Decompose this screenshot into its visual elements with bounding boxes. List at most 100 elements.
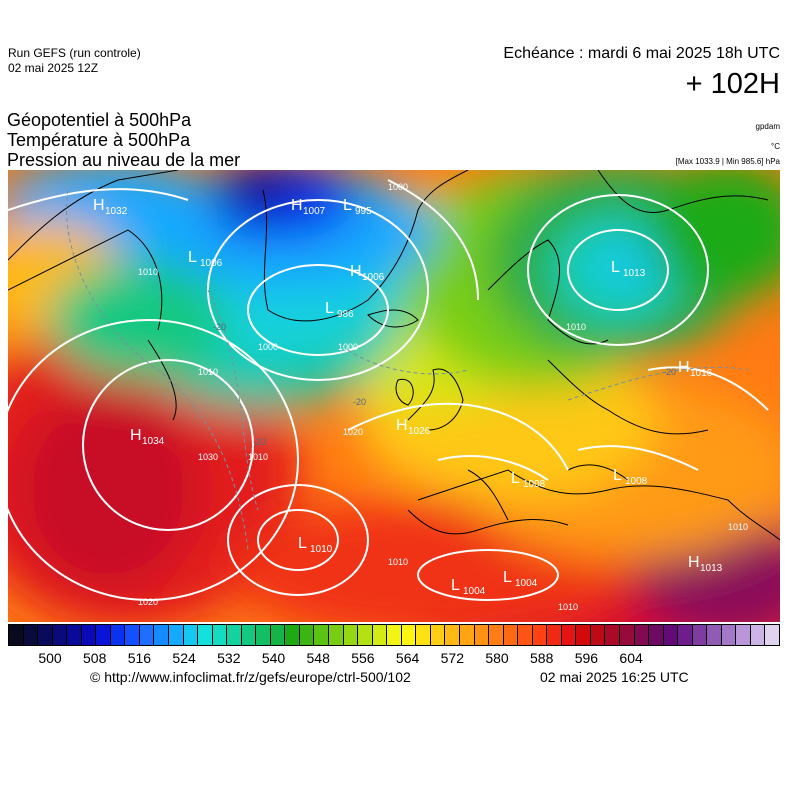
- svg-text:H: H: [130, 427, 142, 444]
- color-scale-tick-label: 596: [574, 650, 599, 666]
- color-scale-swatch: [619, 625, 635, 645]
- color-scale-swatch: [314, 625, 330, 645]
- isotherm-label: -20: [663, 367, 676, 377]
- pressure-center-low: L 995: [343, 197, 372, 217]
- svg-text:1006: 1006: [362, 272, 385, 283]
- color-scale-swatch: [663, 625, 679, 645]
- pressure-centers: H 1032 L 1006 H 1007 L 995 H 1006 L 986 L 1013 …: [93, 197, 723, 597]
- color-scale-swatch: [649, 625, 664, 645]
- svg-text:L: L: [188, 249, 197, 266]
- color-scale-swatch: [343, 625, 359, 645]
- color-scale-swatch: [125, 625, 140, 645]
- svg-text:H: H: [688, 554, 700, 571]
- isobar-label: 1020: [138, 597, 158, 607]
- color-scale-swatch: [518, 625, 533, 645]
- color-scale-swatch: [329, 625, 344, 645]
- svg-text:L: L: [343, 197, 352, 214]
- pressure-center-low: L 1013: [611, 259, 646, 279]
- isotherms: [66, 189, 749, 551]
- isobar-label: 1010: [198, 367, 218, 377]
- color-scale-tick-label: 516: [127, 650, 152, 666]
- lead-time: + 102H: [685, 68, 780, 100]
- color-scale-swatch: [110, 625, 126, 645]
- svg-text:1006: 1006: [200, 258, 223, 269]
- svg-text:1010: 1010: [310, 544, 333, 555]
- isobar-label: 1020: [343, 427, 363, 437]
- pressure-center-low: L 1006: [188, 249, 223, 269]
- color-scale-tick-label: 604: [619, 650, 643, 666]
- color-scale-swatch: [474, 625, 490, 645]
- svg-text:1013: 1013: [623, 268, 646, 279]
- color-scale-swatch: [678, 625, 693, 645]
- color-scale-swatch: [256, 625, 271, 645]
- svg-text:1026: 1026: [408, 426, 431, 437]
- color-scale-swatch: [183, 625, 199, 645]
- svg-text:1004: 1004: [463, 586, 486, 597]
- svg-text:1007: 1007: [303, 206, 326, 217]
- color-scale-tick-label: 508: [83, 650, 107, 666]
- color-scale-swatch: [401, 625, 417, 645]
- svg-text:L: L: [503, 569, 512, 586]
- color-scale-swatch: [692, 625, 708, 645]
- svg-text:1016: 1016: [690, 368, 713, 379]
- isobar-label: 1010: [566, 322, 586, 332]
- color-scale-swatch: [503, 625, 519, 645]
- unit-pressure-range: [Max 1033.9 | Min 985.6] hPa: [675, 157, 780, 166]
- isotherm-label: -20: [213, 322, 226, 332]
- source-credit: © http://www.infoclimat.fr/z/gefs/europe…: [90, 669, 411, 685]
- color-scale-swatch: [285, 625, 300, 645]
- svg-text:1008: 1008: [625, 476, 648, 487]
- color-scale-swatch: [576, 625, 591, 645]
- color-scale-tick-label: 564: [395, 650, 420, 666]
- pressure-center-high: H 1034: [130, 427, 165, 447]
- color-scale-swatch: [750, 625, 766, 645]
- color-scale-tick-label: 556: [351, 650, 375, 666]
- color-scale-tick-label: 532: [217, 650, 241, 666]
- pressure-center-low: L 1004: [503, 569, 538, 589]
- pressure-center-high: H 1026: [396, 417, 431, 437]
- title-temperature: Température à 500hPa: [7, 130, 191, 150]
- svg-text:L: L: [611, 259, 620, 276]
- unit-temperature: °C: [771, 142, 780, 151]
- run-date: 02 mai 2025 12Z: [8, 61, 99, 75]
- color-scale-swatch: [459, 625, 475, 645]
- isotherm-label: -20: [253, 437, 266, 447]
- svg-text:L: L: [613, 467, 622, 484]
- pressure-center-high: H 1007: [291, 197, 326, 217]
- pressure-center-high: H 1006: [350, 263, 385, 283]
- color-scale-swatch: [605, 625, 620, 645]
- svg-text:H: H: [93, 197, 105, 214]
- color-scale-tick-label: 500: [38, 650, 62, 666]
- svg-text:1013: 1013: [700, 563, 723, 574]
- isobar-label: 1000: [388, 182, 408, 192]
- color-scale-swatch: [212, 625, 228, 645]
- color-scale-swatch: [387, 625, 402, 645]
- isobar-label: 1000: [338, 342, 358, 352]
- color-scale-swatch: [270, 625, 286, 645]
- run-name: Run GEFS (run controle): [8, 46, 141, 60]
- pressure-center-high: H 1016: [678, 359, 713, 379]
- color-scale-swatch: [590, 625, 606, 645]
- svg-text:L: L: [511, 470, 520, 487]
- color-scale-swatch: [372, 625, 388, 645]
- color-scale-swatch: [532, 625, 548, 645]
- color-scale-tick-label: 572: [440, 650, 464, 666]
- color-scale-swatch: [430, 625, 446, 645]
- color-scale-swatch: [416, 625, 431, 645]
- color-scale-swatch: [634, 625, 650, 645]
- svg-text:1004: 1004: [515, 578, 538, 589]
- weather-map: 1000 1000 1000 1010 1010 1010 1020 1020 …: [8, 170, 780, 622]
- color-scale-swatch: [169, 625, 184, 645]
- geopotential-field: [8, 170, 780, 622]
- unit-geopotential: gpdam: [755, 122, 780, 131]
- color-scale-swatch: [67, 625, 82, 645]
- color-scale-swatch: [561, 625, 577, 645]
- color-scale-swatch: [198, 625, 213, 645]
- svg-text:1032: 1032: [105, 206, 128, 217]
- svg-text:H: H: [678, 359, 690, 376]
- isobar-label: 1010: [388, 557, 408, 567]
- color-scale-swatch: [154, 625, 170, 645]
- color-scale-swatch: [241, 625, 257, 645]
- color-scale-swatch: [736, 625, 751, 645]
- color-scale-tick-label: 540: [261, 650, 286, 666]
